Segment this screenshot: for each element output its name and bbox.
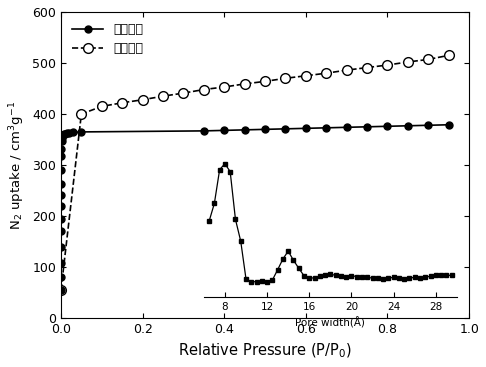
脱附曲线 bbox=[344, 68, 349, 72]
脱附曲线 bbox=[425, 57, 431, 62]
Line: 脱附曲线: 脱附曲线 bbox=[56, 51, 453, 295]
脱附曲线 bbox=[384, 63, 390, 67]
吸附曲线 bbox=[58, 168, 64, 172]
吸附曲线 bbox=[446, 123, 451, 127]
吸附曲线 bbox=[425, 123, 431, 127]
吸附曲线 bbox=[58, 288, 64, 292]
吸附曲线 bbox=[60, 133, 66, 138]
脱附曲线 bbox=[160, 94, 166, 98]
脱附曲线 bbox=[446, 53, 451, 58]
Line: 吸附曲线: 吸附曲线 bbox=[57, 121, 452, 294]
吸附曲线 bbox=[58, 244, 64, 249]
吸附曲线 bbox=[344, 125, 349, 130]
吸附曲线 bbox=[62, 132, 68, 136]
脱附曲线 bbox=[405, 60, 411, 64]
脱附曲线 bbox=[262, 79, 268, 84]
脱附曲线 bbox=[303, 73, 309, 78]
吸附曲线 bbox=[58, 146, 64, 151]
吸附曲线 bbox=[384, 124, 390, 128]
脱附曲线 bbox=[119, 101, 125, 105]
吸附曲线 bbox=[303, 126, 309, 131]
脱附曲线 bbox=[323, 71, 329, 75]
吸附曲线 bbox=[78, 130, 84, 134]
吸附曲线 bbox=[64, 131, 70, 136]
脱附曲线 bbox=[201, 87, 207, 92]
脱附曲线 bbox=[282, 76, 288, 80]
吸附曲线 bbox=[405, 124, 411, 128]
脱附曲线 bbox=[99, 104, 104, 109]
吸附曲线 bbox=[364, 125, 370, 129]
Legend: 吸附曲线, 脱附曲线: 吸附曲线, 脱附曲线 bbox=[67, 18, 148, 61]
吸附曲线 bbox=[58, 217, 64, 221]
吸附曲线 bbox=[58, 182, 64, 187]
脱附曲线 bbox=[242, 82, 247, 86]
吸附曲线 bbox=[323, 126, 329, 130]
脱附曲线 bbox=[78, 112, 84, 116]
脱附曲线 bbox=[139, 98, 145, 102]
脱附曲线 bbox=[364, 65, 370, 70]
吸附曲线 bbox=[70, 130, 76, 135]
吸附曲线 bbox=[201, 129, 207, 133]
吸附曲线 bbox=[58, 229, 64, 234]
吸附曲线 bbox=[58, 154, 64, 158]
X-axis label: Relative Pressure (P/P$_0$): Relative Pressure (P/P$_0$) bbox=[178, 342, 352, 360]
吸附曲线 bbox=[262, 127, 268, 131]
吸附曲线 bbox=[58, 193, 64, 197]
吸附曲线 bbox=[59, 135, 65, 140]
吸附曲线 bbox=[58, 261, 64, 265]
脱附曲线 bbox=[180, 91, 186, 95]
脱附曲线 bbox=[221, 85, 227, 89]
脱附曲线 bbox=[58, 288, 64, 292]
吸附曲线 bbox=[242, 128, 247, 132]
Y-axis label: N$_2$ uptake / cm$^3$g$^{-1}$: N$_2$ uptake / cm$^3$g$^{-1}$ bbox=[7, 101, 27, 230]
吸附曲线 bbox=[58, 275, 64, 280]
吸附曲线 bbox=[58, 204, 64, 208]
吸附曲线 bbox=[59, 138, 65, 143]
吸附曲线 bbox=[221, 128, 227, 132]
吸附曲线 bbox=[61, 132, 67, 137]
吸附曲线 bbox=[282, 127, 288, 131]
吸附曲线 bbox=[66, 131, 72, 135]
